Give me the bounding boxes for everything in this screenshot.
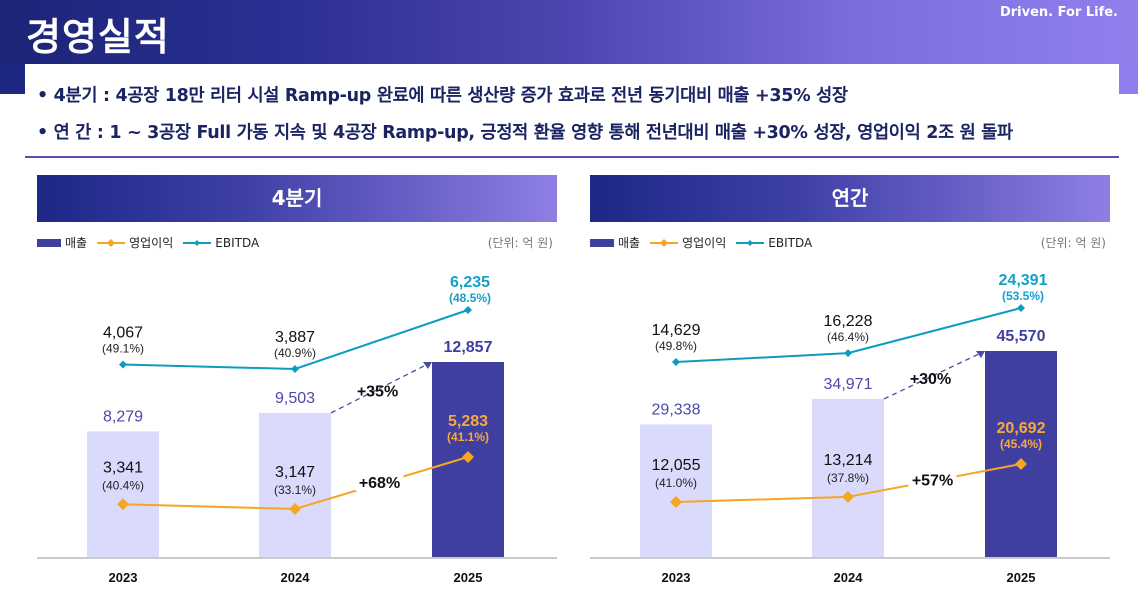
chart-quarter: 8,279 9,503 12,857 2023 2024 2025 +35% 4,067(49… xyxy=(37,274,557,585)
ebitda-label-2024: 16,228 xyxy=(824,313,873,330)
operating-profit-growth-bg xyxy=(355,471,404,491)
operating-profit-point-2024 xyxy=(842,490,854,503)
x-tick-label-2024: 2024 xyxy=(834,570,864,585)
chart-panel-quarter: 4분기 매출 영업이익 EBITDA (단위: 억 원) 8,279 9,503 1… xyxy=(37,175,557,591)
x-tick-label-2023: 2023 xyxy=(662,570,691,585)
revenue-label-2025: 45,570 xyxy=(997,328,1046,345)
operating-profit-line-icon xyxy=(97,238,126,247)
summary-divider xyxy=(25,156,1119,158)
summary-box: • 4분기 : 4공장 18만 리터 시설 Ramp-up 완료에 따른 생산량… xyxy=(25,64,1119,158)
x-tick-label-2025: 2025 xyxy=(454,570,483,585)
operating-profit-label-2025: 5,283 xyxy=(448,413,488,430)
ebitda-margin-2023: (49.8%) xyxy=(655,339,697,353)
legend-item-operating-profit: 영업이익 xyxy=(97,234,173,251)
ebitda-label-2025: 24,391 xyxy=(999,272,1048,289)
operating-profit-label-2024: 3,147 xyxy=(275,464,315,481)
banner-accent-left xyxy=(0,64,25,94)
revenue-growth-arrow xyxy=(330,363,429,414)
operating-profit-point-2025 xyxy=(1015,458,1027,470)
panel-title-quarter: 4분기 xyxy=(37,175,557,222)
operating-profit-margin-2025: (41.1%) xyxy=(447,430,489,444)
operating-profit-point-2025 xyxy=(462,451,474,463)
ebitda-point-2024 xyxy=(291,365,299,373)
revenue-label-2023: 8,279 xyxy=(103,408,143,425)
operating-profit-margin-2024: (33.1%) xyxy=(274,483,316,497)
revenue-bar-2024 xyxy=(259,412,331,557)
revenue-bar-2023 xyxy=(87,431,159,557)
ebitda-margin-2025: (48.5%) xyxy=(449,291,491,305)
ebitda-point-2023 xyxy=(672,358,680,366)
x-tick-label-2025: 2025 xyxy=(1007,570,1036,585)
banner-accent-right xyxy=(1118,64,1138,94)
ebitda-label-2025: 6,235 xyxy=(450,274,490,291)
revenue-label-2024: 9,503 xyxy=(275,390,315,407)
legend-item-revenue: 매출 xyxy=(590,234,640,251)
revenue-bar-2025 xyxy=(985,351,1057,557)
ebitda-point-2024 xyxy=(844,349,852,358)
operating-profit-label-2024: 13,214 xyxy=(824,452,873,469)
ebitda-line-icon xyxy=(183,239,212,246)
legend-annual: 매출 영업이익 EBITDA xyxy=(590,234,816,251)
legend-item-ebitda: EBITDA xyxy=(736,236,812,250)
revenue-bar-2024 xyxy=(812,398,884,557)
revenue-label-2024: 34,971 xyxy=(824,376,873,393)
revenue-growth-label: +30% xyxy=(910,371,951,388)
operating-profit-margin-2023: (41.0%) xyxy=(655,476,697,490)
summary-quarter: • 4분기 : 4공장 18만 리터 시설 Ramp-up 완료에 따른 생산량… xyxy=(37,86,848,106)
x-tick-label-2023: 2023 xyxy=(109,570,138,585)
operating-profit-growth-label: +68% xyxy=(359,475,400,492)
operating-profit-point-2023 xyxy=(670,496,682,508)
ebitda-margin-2023: (49.1%) xyxy=(102,341,144,355)
legend-label-operating-profit: 영업이익 xyxy=(682,236,727,250)
ebitda-margin-2024: (46.4%) xyxy=(827,330,869,344)
ebitda-margin-2024: (40.9%) xyxy=(274,346,316,360)
legend-item-operating-profit: 영업이익 xyxy=(650,234,726,251)
operating-profit-margin-2023: (40.4%) xyxy=(102,478,144,492)
ebitda-margin-2025: (53.5%) xyxy=(1002,289,1044,303)
legend-item-ebitda: EBITDA xyxy=(183,236,259,250)
chart-panel-annual: 연간 매출 영업이익 EBITDA (단위: 억 원) 29,338 34,971… xyxy=(590,175,1110,591)
revenue-label-2023: 29,338 xyxy=(652,401,701,418)
ebitda-line-icon xyxy=(736,239,765,246)
operating-profit-point-2024 xyxy=(289,503,301,515)
operating-profit-label-2023: 3,341 xyxy=(103,459,143,476)
operating-profit-margin-2024: (37.8%) xyxy=(827,471,869,485)
top-banner: 경영실적 Driven. For Life. xyxy=(0,0,1138,64)
legend-label-revenue: 매출 xyxy=(618,236,641,250)
operating-profit-point-2023 xyxy=(117,498,129,511)
legend-label-revenue: 매출 xyxy=(65,236,88,250)
summary-annual: • 연 간 : 1 ~ 3공장 Full 가동 지속 및 4공장 Ramp-up… xyxy=(37,123,1013,143)
panel-title-annual: 연간 xyxy=(590,175,1110,222)
legend-item-revenue: 매출 xyxy=(37,234,87,251)
legend-label-ebitda: EBITDA xyxy=(768,235,813,250)
operating-profit-growth-label: +57% xyxy=(912,472,953,489)
revenue-swatch-icon xyxy=(590,238,614,247)
unit-label-annual: (단위: 억 원) xyxy=(1040,236,1106,250)
page-title: 경영실적 xyxy=(26,15,170,59)
operating-profit-line-icon xyxy=(650,238,679,247)
operating-profit-label-2023: 12,055 xyxy=(652,457,701,474)
revenue-label-2025: 12,857 xyxy=(444,339,493,356)
ebitda-point-2025 xyxy=(1017,304,1025,312)
ebitda-label-2024: 3,887 xyxy=(275,329,315,346)
x-tick-label-2024: 2024 xyxy=(281,570,311,585)
arrow-head-icon xyxy=(976,351,985,358)
chart-annual: 29,338 34,971 45,570 2023 2024 2025 +30% 14,629… xyxy=(590,272,1110,585)
revenue-bar-2023 xyxy=(640,424,712,557)
ebitda-label-2023: 14,629 xyxy=(652,322,701,339)
legend-quarter: 매출 영업이익 EBITDA xyxy=(37,234,263,251)
ebitda-label-2023: 4,067 xyxy=(103,324,143,341)
operating-profit-label-2025: 20,692 xyxy=(997,420,1046,437)
brand-tagline: Driven. For Life. xyxy=(999,5,1118,20)
unit-label-quarter: (단위: 억 원) xyxy=(487,236,553,250)
ebitda-point-2023 xyxy=(119,360,127,369)
operating-profit-growth-bg xyxy=(908,468,957,489)
revenue-growth-label: +35% xyxy=(357,383,398,400)
legend-label-operating-profit: 영업이익 xyxy=(129,236,174,250)
revenue-swatch-icon xyxy=(37,238,61,247)
arrow-head-icon xyxy=(423,362,432,369)
legend-label-ebitda: EBITDA xyxy=(215,235,260,250)
operating-profit-margin-2025: (45.4%) xyxy=(1000,437,1042,451)
ebitda-point-2025 xyxy=(464,306,472,314)
